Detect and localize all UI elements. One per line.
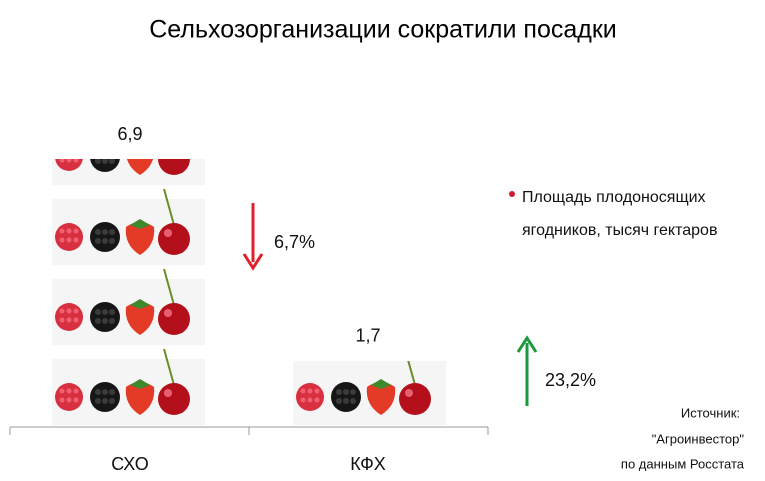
bar bbox=[293, 360, 446, 427]
chart-title: Сельхозорганизации сократили посадки bbox=[149, 16, 617, 44]
arrow-head bbox=[516, 335, 538, 353]
annotation: 6,7% bbox=[274, 232, 315, 252]
bar bbox=[52, 159, 205, 427]
source-text: "Агроинвестор" bbox=[652, 431, 745, 446]
value-label: 6,9 bbox=[117, 124, 142, 144]
annotation: 23,2% bbox=[545, 370, 596, 390]
legend: Площадь плодоносящих ягодников, тысяч ге… bbox=[522, 181, 762, 247]
legend-marker bbox=[509, 191, 515, 197]
arrow-up bbox=[516, 335, 538, 406]
value-label: 1,7 bbox=[355, 326, 380, 346]
x-tick-label: СХО bbox=[111, 454, 148, 474]
legend-label: Площадь плодоносящих ягодников, тысяч ге… bbox=[522, 189, 718, 239]
source-text: Источник: bbox=[681, 405, 740, 420]
source-text: по данным Росстата bbox=[621, 456, 745, 471]
arrow-head bbox=[242, 253, 264, 271]
x-tick-label: КФХ bbox=[350, 454, 386, 474]
arrow-down bbox=[242, 203, 264, 271]
